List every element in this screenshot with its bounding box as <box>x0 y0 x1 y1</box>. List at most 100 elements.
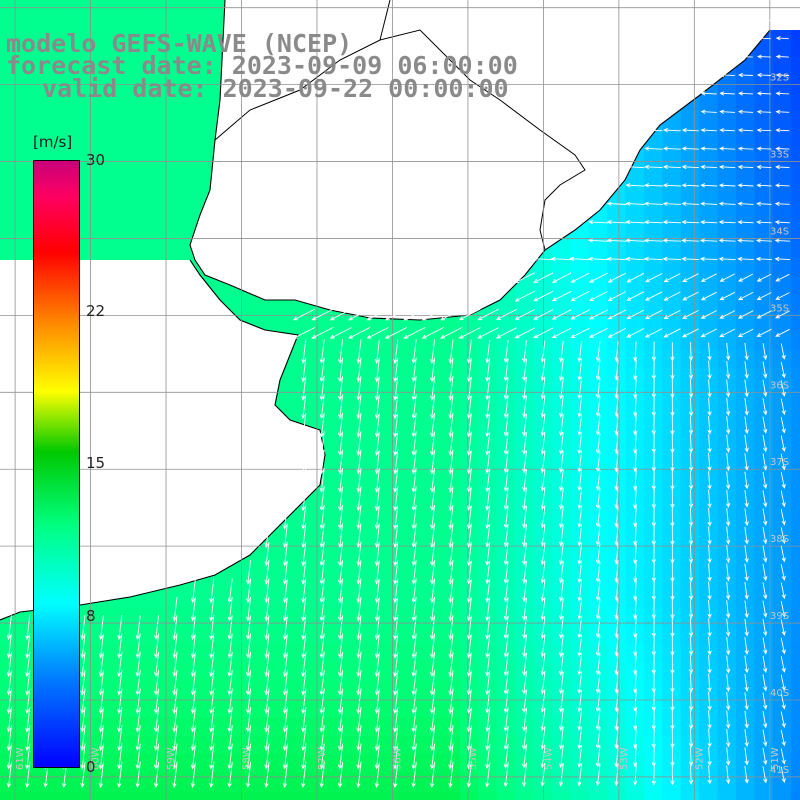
wind-arrow <box>503 560 509 585</box>
wind-arrow <box>319 560 325 585</box>
wind-arrow <box>292 308 316 321</box>
wind-arrow <box>688 544 694 564</box>
wind-arrow <box>558 616 564 639</box>
wind-arrow <box>466 633 472 659</box>
wind-arrow <box>607 291 627 301</box>
wind-arrow <box>503 652 509 677</box>
wind-arrow <box>540 726 546 750</box>
wind-arrow <box>663 273 681 283</box>
wind-arrow <box>411 651 417 678</box>
wind-arrow <box>172 651 178 678</box>
wind-arrow <box>172 761 178 789</box>
wind-arrow <box>625 238 645 243</box>
wind-arrow <box>780 472 786 489</box>
wind-arrow <box>411 578 417 604</box>
wind-arrow <box>595 433 601 455</box>
wind-arrow <box>190 651 196 678</box>
wind-arrow <box>135 651 141 678</box>
wind-arrow <box>738 273 754 282</box>
wind-arrow <box>737 328 754 337</box>
wind-arrow <box>311 326 334 339</box>
wind-arrow <box>503 744 509 769</box>
wind-arrow <box>282 651 288 678</box>
wind-arrow <box>522 634 527 658</box>
wind-arrow <box>614 672 619 694</box>
wind-arrow <box>688 415 694 435</box>
wind-arrow <box>458 327 481 339</box>
wind-arrow <box>393 688 399 714</box>
wind-arrow <box>744 747 749 766</box>
wind-arrow <box>282 688 288 714</box>
wind-arrow <box>264 541 270 567</box>
longitude-label: 60W <box>91 747 102 770</box>
wind-arrow <box>209 615 215 641</box>
wind-arrow <box>588 219 609 225</box>
wind-arrow <box>393 706 399 733</box>
wind-arrow <box>744 434 749 453</box>
wind-arrow <box>688 599 694 619</box>
wind-arrow <box>551 309 572 320</box>
wind-arrow <box>319 504 325 530</box>
wind-arrow <box>595 635 601 657</box>
wind-arrow <box>595 488 601 510</box>
wind-arrow <box>780 343 786 360</box>
land-mass <box>0 0 800 320</box>
wind-arrow <box>726 434 731 453</box>
wind-arrow <box>264 761 270 789</box>
wind-arrow <box>662 183 681 188</box>
longitude-labels: 61W 60W 59W 58W 57W 56W 55W 54W 53W 52W 51W <box>15 747 781 770</box>
wind-arrow <box>595 561 601 584</box>
wind-arrow <box>319 412 325 438</box>
wind-arrow <box>522 561 527 584</box>
wind-arrow <box>719 310 736 319</box>
wind-arrow <box>477 308 499 321</box>
wind-arrow <box>135 688 141 714</box>
wind-arrow <box>780 527 786 545</box>
wind-arrow <box>356 339 362 365</box>
colorbar-tick-8: 8 <box>86 607 96 625</box>
wind-arrow <box>738 54 753 59</box>
wind-arrow <box>595 671 601 694</box>
wind-arrow <box>348 308 371 321</box>
wind-arrow <box>633 451 638 473</box>
wind-arrow <box>522 395 527 419</box>
wind-arrow <box>80 670 86 696</box>
wind-arrow <box>246 578 252 604</box>
wind-arrow <box>577 616 583 639</box>
latitude-label: 34S <box>770 226 789 237</box>
wind-arrow <box>614 580 619 602</box>
wind-arrow <box>282 633 288 659</box>
wind-arrow <box>738 36 753 41</box>
wind-arrow <box>80 761 86 789</box>
wind-arrow <box>430 541 436 567</box>
wind-arrow <box>558 653 564 676</box>
wind-arrow <box>282 725 288 752</box>
wind-arrow <box>356 688 362 714</box>
wind-arrow <box>374 706 380 733</box>
wind-arrow <box>374 560 380 585</box>
wind-arrow <box>374 578 380 604</box>
wind-arrow <box>466 688 472 714</box>
wind-arrow <box>633 727 638 749</box>
wind-arrow <box>338 468 344 493</box>
wind-arrow <box>558 708 564 732</box>
wind-arrow <box>662 238 682 243</box>
wind-arrow <box>707 397 712 417</box>
wind-arrow <box>227 688 233 714</box>
wind-arrow <box>707 563 712 582</box>
wind-arrow <box>595 745 601 768</box>
wind-arrow <box>393 578 399 604</box>
wind-arrow <box>301 596 307 622</box>
wind-arrow <box>726 416 731 435</box>
wind-arrow <box>570 272 590 283</box>
wind-arrow <box>681 219 700 225</box>
wind-arrow <box>780 435 786 453</box>
wind-arrow <box>172 743 178 770</box>
wind-arrow <box>264 706 270 733</box>
wind-arrow <box>522 671 528 695</box>
wind-arrow <box>209 633 215 659</box>
wind-arrow <box>726 673 731 693</box>
wind-arrow <box>700 36 717 41</box>
wind-arrow <box>356 357 362 383</box>
wind-arrow <box>540 689 546 713</box>
